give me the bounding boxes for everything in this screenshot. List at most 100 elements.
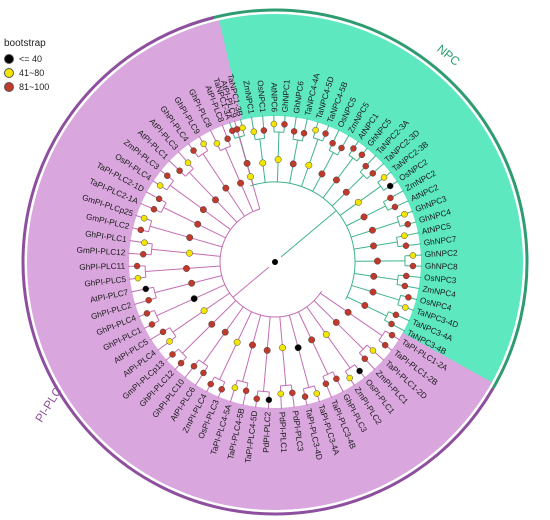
piplc-bootstrap-node xyxy=(190,147,197,154)
piplc-bootstrap-node xyxy=(142,285,150,293)
piplc-internal-branch xyxy=(311,339,329,375)
piplc-leaf-label: PdPI-PLC1 xyxy=(277,412,288,454)
npc-bootstrap-node xyxy=(305,161,313,169)
piplc-bootstrap-node xyxy=(169,351,176,358)
piplc-bootstrap-node xyxy=(141,239,148,246)
piplc-bootstrap-node xyxy=(247,173,254,181)
piplc-bootstrap-node xyxy=(183,265,190,272)
npc-leaf-branch xyxy=(397,243,421,248)
npc-pair-arc xyxy=(384,311,390,321)
piplc-bootstrap-node xyxy=(265,396,273,404)
piplc-pair-arc xyxy=(214,376,225,383)
npc-bootstrap-node xyxy=(274,156,282,163)
npc-leaf-branch xyxy=(383,190,404,203)
piplc-internal-branch xyxy=(211,300,237,325)
npc-leaf-branch xyxy=(250,116,256,140)
piplc-internal-branch xyxy=(169,184,204,211)
legend-item-label: 81~100 xyxy=(19,82,50,92)
piplc-bootstrap-node xyxy=(344,308,352,316)
piplc-pair-arc xyxy=(198,359,209,367)
npc-internal-branch xyxy=(339,201,359,216)
piplc-pair-arc xyxy=(153,310,160,322)
piplc-leaf-branch xyxy=(184,359,200,379)
piplc-pair-arc xyxy=(322,371,333,377)
piplc-internal-branch xyxy=(224,306,244,333)
piplc-bootstrap-node xyxy=(200,307,208,315)
piplc-bootstrap-node xyxy=(156,182,164,189)
piplc-internal-branch xyxy=(266,316,271,351)
npc-internal-branch xyxy=(321,152,334,175)
npc-bootstrap-node xyxy=(401,210,408,218)
piplc-pair-arc xyxy=(197,150,209,158)
npc-internal-branch xyxy=(345,174,364,193)
piplc-bootstrap-node xyxy=(133,262,141,270)
piplc-bootstrap-node xyxy=(208,320,216,328)
bootstrap-legend: bootstrap <= 40 41~80 81~100 xyxy=(4,38,49,94)
clade-arcs xyxy=(21,8,529,516)
clade-sectors xyxy=(27,14,523,510)
piplc-bootstrap-node xyxy=(164,172,171,180)
npc-leaf-label: OsNPC1 xyxy=(255,80,267,113)
piplc-bootstrap-node xyxy=(176,167,183,175)
legend-yellow-dot-icon xyxy=(4,68,14,78)
piplc-leaf-branch xyxy=(358,352,376,371)
piplc-clade-arc-branch xyxy=(219,208,323,318)
piplc-internal-branch xyxy=(313,300,337,323)
piplc-internal-branch xyxy=(215,199,238,223)
piplc-pair-arc xyxy=(257,390,270,393)
npc-bootstrap-node xyxy=(386,182,394,190)
npc-pair-arc xyxy=(377,182,384,191)
npc-bootstrap-node xyxy=(281,121,288,128)
piplc-bootstrap-node xyxy=(139,251,147,258)
piplc-bootstrap-node xyxy=(346,374,353,382)
piplc-bootstrap-node xyxy=(166,338,173,345)
piplc-clade-sector xyxy=(27,20,492,510)
piplc-bootstrap-node xyxy=(184,159,192,166)
piplc-leaf-branch xyxy=(150,327,171,341)
npc-leaf-branch xyxy=(328,129,340,151)
piplc-bootstrap-node xyxy=(200,369,207,377)
piplc-internal-branch xyxy=(191,275,222,284)
npc-bootstrap-node xyxy=(360,213,368,221)
npc-bootstrap-node xyxy=(290,128,298,135)
npc-bootstrap-node xyxy=(401,232,408,239)
npc-pair-arc xyxy=(382,201,389,211)
npc-internal-branch xyxy=(300,165,310,187)
piplc-bootstrap-node xyxy=(150,206,158,213)
legend-item-label: <= 40 xyxy=(19,54,43,64)
legend-item-label: 41~80 xyxy=(19,68,45,78)
npc-bootstrap-node xyxy=(402,304,409,311)
npc-bootstrap-node xyxy=(270,120,278,128)
npc-bootstrap-node xyxy=(368,226,376,234)
legend-black-dot-icon xyxy=(4,54,14,64)
npc-leaf-branch xyxy=(359,154,377,173)
piplc-internal-branch xyxy=(219,342,238,380)
piplc-internal-branch xyxy=(224,148,242,184)
piplc-leaf-branch xyxy=(130,286,154,293)
piplc-internal-branch xyxy=(202,331,226,364)
npc-leaf-branch xyxy=(396,284,420,290)
piplc-bootstrap-node xyxy=(200,140,207,148)
piplc-bootstrap-node xyxy=(224,135,231,143)
npc-bootstrap-node xyxy=(300,129,308,137)
npc-leaf-branch xyxy=(366,162,385,180)
npc-bootstrap-node xyxy=(260,127,268,134)
npc-internal-branch xyxy=(363,205,386,218)
piplc-bootstrap-node xyxy=(263,346,271,354)
piplc-bootstrap-node xyxy=(222,184,230,192)
npc-bootstrap-node xyxy=(388,320,395,328)
npc-leaf-branch xyxy=(301,118,308,142)
npc-bootstrap-node xyxy=(369,288,377,296)
piplc-internal-branch xyxy=(203,209,231,230)
piplc-internal-branch xyxy=(325,334,351,369)
piplc-bootstrap-node xyxy=(242,387,250,395)
piplc-internal-branch xyxy=(252,314,262,346)
legend-item: 41~80 xyxy=(4,66,49,80)
piplc-internal-branch xyxy=(154,282,192,294)
npc-internal-branch xyxy=(373,241,398,247)
piplc-bootstrap-node xyxy=(199,206,207,214)
piplc-leaf-branch xyxy=(322,376,333,398)
piplc-bootstrap-node xyxy=(313,390,321,397)
piplc-bootstrap-node xyxy=(143,310,151,317)
piplc-internal-branch xyxy=(242,344,253,382)
